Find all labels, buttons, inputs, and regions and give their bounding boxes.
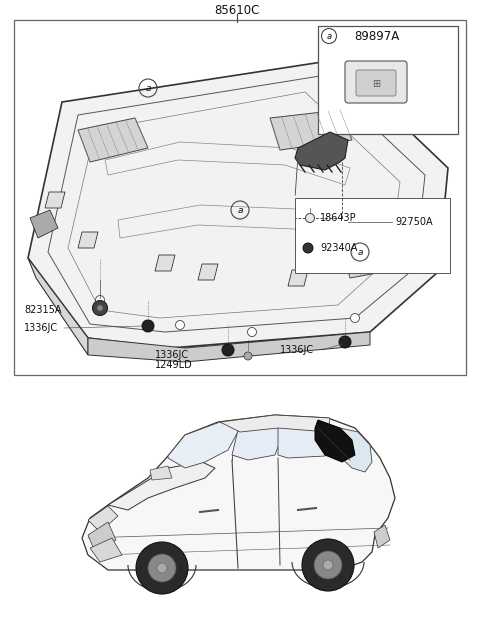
FancyBboxPatch shape [356, 70, 396, 96]
Circle shape [142, 320, 154, 332]
Polygon shape [45, 192, 65, 208]
Polygon shape [30, 210, 58, 238]
Text: 1336JC: 1336JC [155, 350, 189, 360]
Polygon shape [88, 506, 118, 532]
Polygon shape [82, 415, 395, 570]
Circle shape [157, 563, 167, 573]
Circle shape [350, 314, 360, 323]
Polygon shape [342, 240, 404, 278]
Polygon shape [108, 462, 215, 510]
Polygon shape [332, 428, 372, 472]
Polygon shape [278, 420, 338, 458]
Polygon shape [288, 270, 308, 286]
Circle shape [244, 352, 252, 360]
Polygon shape [360, 254, 380, 270]
Circle shape [176, 321, 184, 330]
Text: 92340A: 92340A [320, 243, 358, 253]
Text: 82315A: 82315A [24, 305, 61, 315]
Polygon shape [28, 60, 448, 348]
Polygon shape [168, 422, 240, 468]
Polygon shape [232, 422, 285, 460]
Circle shape [136, 542, 188, 594]
Text: 85610C: 85610C [214, 4, 260, 17]
Circle shape [302, 539, 354, 591]
Text: a: a [357, 248, 363, 257]
Circle shape [303, 243, 313, 253]
Polygon shape [88, 522, 116, 552]
Circle shape [97, 305, 103, 311]
Bar [295, 198, 450, 273]
Circle shape [248, 328, 256, 337]
Polygon shape [150, 466, 172, 480]
Polygon shape [374, 525, 390, 548]
Polygon shape [198, 264, 218, 280]
Circle shape [314, 551, 342, 579]
Text: ⊞: ⊞ [372, 79, 380, 89]
Circle shape [222, 344, 234, 356]
Polygon shape [78, 232, 98, 248]
Circle shape [93, 300, 108, 316]
Text: 18643P: 18643P [320, 213, 357, 223]
Polygon shape [295, 132, 348, 170]
Text: a: a [237, 206, 243, 215]
Polygon shape [90, 538, 122, 562]
Circle shape [339, 336, 351, 348]
Polygon shape [315, 420, 355, 462]
Text: 92750A: 92750A [395, 217, 432, 227]
Text: 89897A: 89897A [354, 29, 400, 43]
Text: 1336JC: 1336JC [280, 345, 314, 355]
Text: 1336JC: 1336JC [24, 323, 58, 333]
Polygon shape [220, 415, 330, 432]
Circle shape [305, 213, 314, 222]
Polygon shape [88, 332, 370, 362]
Polygon shape [270, 110, 352, 150]
Text: a: a [145, 84, 151, 93]
Circle shape [323, 560, 333, 570]
Text: a: a [326, 32, 332, 41]
Polygon shape [78, 118, 148, 162]
Bar [14, 20, 466, 375]
Circle shape [96, 295, 105, 305]
FancyBboxPatch shape [345, 61, 407, 103]
Text: 1249LD: 1249LD [155, 360, 193, 370]
Polygon shape [155, 255, 175, 271]
Circle shape [148, 554, 176, 582]
Bar [318, 26, 458, 134]
Polygon shape [28, 258, 88, 355]
